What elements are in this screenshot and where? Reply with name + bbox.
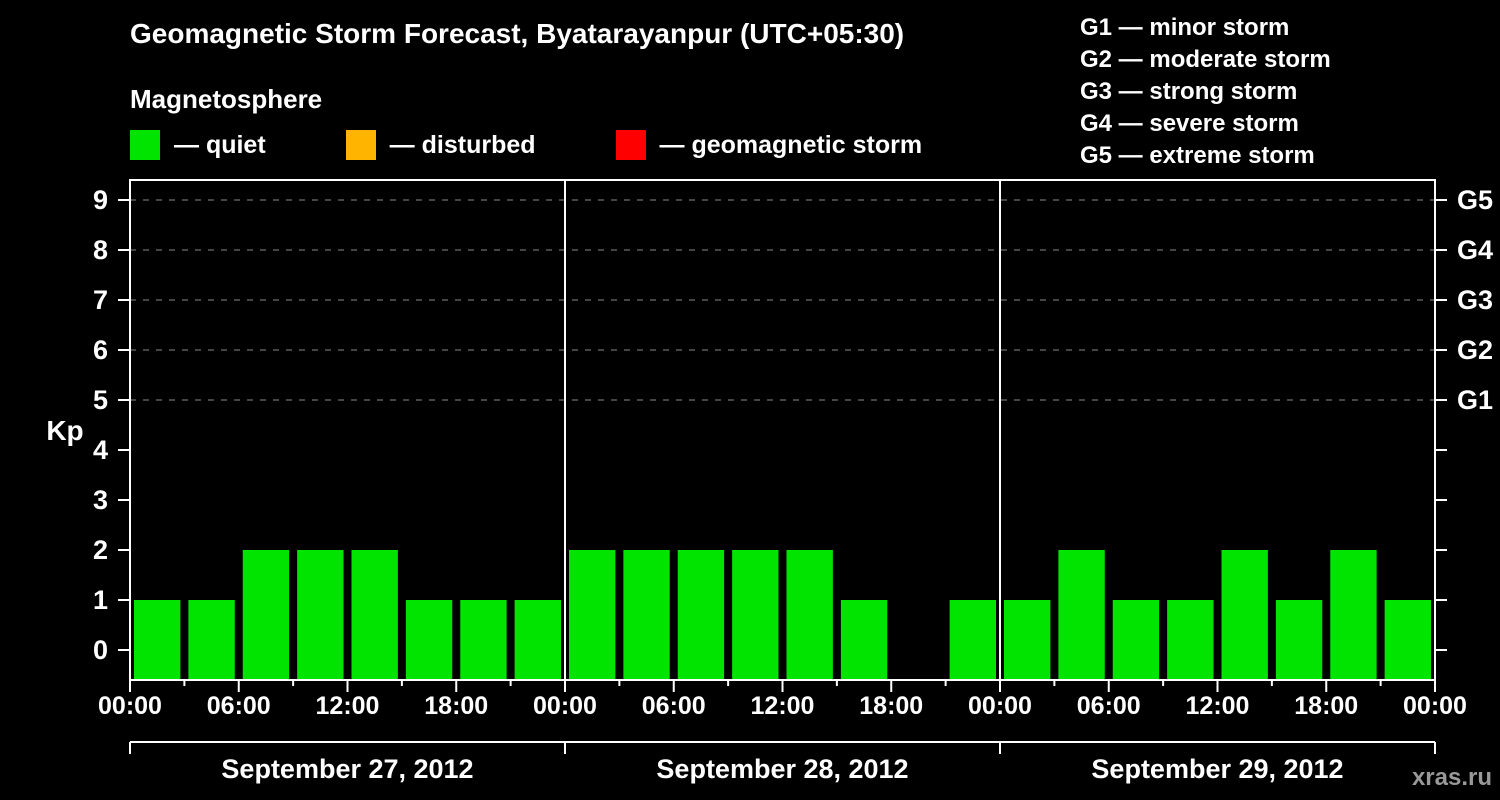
kp-axis-title: Kp bbox=[46, 415, 83, 446]
kp-bar bbox=[1058, 550, 1105, 679]
y-tick-label: 5 bbox=[93, 385, 108, 415]
storm-scale-item: G5 — extreme storm bbox=[1080, 142, 1315, 169]
legend-swatch-icon bbox=[615, 130, 646, 160]
x-tick-label: 12:00 bbox=[316, 692, 380, 720]
magnetosphere-label: Magnetosphere bbox=[130, 84, 323, 114]
storm-scale-item: G3 — strong storm bbox=[1080, 78, 1298, 105]
x-tick-label: 00:00 bbox=[968, 692, 1032, 720]
x-tick-label: 06:00 bbox=[207, 692, 271, 720]
date-label: September 29, 2012 bbox=[1091, 754, 1343, 784]
g-scale-label: G3 bbox=[1457, 285, 1493, 315]
storm-scale-item: G4 — severe storm bbox=[1080, 110, 1299, 137]
legend-label: — disturbed bbox=[389, 130, 536, 159]
y-tick-label: 8 bbox=[93, 235, 108, 265]
g-scale-label: G4 bbox=[1457, 235, 1493, 265]
page-title: Geomagnetic Storm Forecast, Byatarayanpu… bbox=[130, 18, 905, 49]
legend-label: — quiet bbox=[174, 130, 266, 159]
x-tick-label: 18:00 bbox=[1294, 692, 1358, 720]
date-label: September 28, 2012 bbox=[656, 754, 908, 784]
x-tick-label: 00:00 bbox=[533, 692, 597, 720]
kp-bar bbox=[786, 550, 833, 679]
kp-bar bbox=[1275, 600, 1323, 679]
x-tick-label: 12:00 bbox=[1186, 692, 1250, 720]
legend-item: — quiet bbox=[130, 130, 266, 160]
x-tick-label: 00:00 bbox=[98, 692, 162, 720]
kp-bar bbox=[1112, 600, 1160, 679]
x-tick-label: 18:00 bbox=[859, 692, 923, 720]
kp-bar bbox=[1384, 600, 1431, 679]
x-tick-label: 12:00 bbox=[751, 692, 815, 720]
kp-bar bbox=[514, 600, 561, 679]
date-label: September 27, 2012 bbox=[221, 754, 473, 784]
kp-bar bbox=[134, 600, 181, 679]
x-tick-label: 06:00 bbox=[1077, 692, 1141, 720]
kp-bar bbox=[1004, 600, 1051, 679]
y-tick-label: 0 bbox=[93, 635, 108, 665]
x-tick-label: 00:00 bbox=[1403, 692, 1467, 720]
kp-bar bbox=[732, 550, 779, 679]
kp-bar bbox=[351, 550, 398, 679]
kp-bar bbox=[460, 600, 507, 679]
kp-bar bbox=[569, 550, 616, 679]
y-tick-label: 4 bbox=[93, 435, 108, 465]
x-tick-label: 06:00 bbox=[642, 692, 706, 720]
y-tick-label: 3 bbox=[93, 485, 108, 515]
y-tick-label: 1 bbox=[93, 585, 108, 615]
kp-bar bbox=[677, 550, 725, 679]
y-tick-label: 7 bbox=[93, 285, 108, 315]
storm-scale-item: G2 — moderate storm bbox=[1080, 46, 1331, 73]
g-scale-label: G1 bbox=[1457, 385, 1493, 415]
storm-scale-item: G1 — minor storm bbox=[1080, 14, 1290, 41]
legend-swatch-icon bbox=[345, 130, 376, 160]
kp-bar bbox=[623, 550, 670, 679]
kp-bar bbox=[1221, 550, 1268, 679]
storm-scale-legend: G1 — minor storm G2 — moderate storm G3 — … bbox=[1080, 12, 1331, 172]
kp-bar bbox=[840, 600, 888, 679]
kp-bar bbox=[405, 600, 453, 679]
legend-item: — disturbed bbox=[345, 130, 536, 160]
g-scale-label: G5 bbox=[1457, 185, 1493, 215]
legend-label: — geomagnetic storm bbox=[659, 130, 923, 159]
g-scale-label: G2 bbox=[1457, 335, 1493, 365]
kp-legend: — quiet — disturbed — geomagnetic storm bbox=[130, 130, 1002, 160]
y-tick-label: 6 bbox=[93, 335, 108, 365]
kp-bar bbox=[1167, 600, 1214, 679]
y-tick-label: 2 bbox=[93, 535, 108, 565]
y-tick-label: 9 bbox=[93, 185, 108, 215]
watermark: xras.ru bbox=[1411, 764, 1492, 791]
kp-bar bbox=[949, 600, 996, 679]
x-tick-label: 18:00 bbox=[424, 692, 488, 720]
legend-swatch-icon bbox=[130, 130, 160, 160]
kp-bar bbox=[297, 550, 344, 679]
legend-item: — geomagnetic storm bbox=[615, 130, 923, 160]
kp-bar bbox=[242, 550, 290, 679]
kp-bar bbox=[1330, 550, 1377, 679]
kp-bar bbox=[188, 600, 235, 679]
